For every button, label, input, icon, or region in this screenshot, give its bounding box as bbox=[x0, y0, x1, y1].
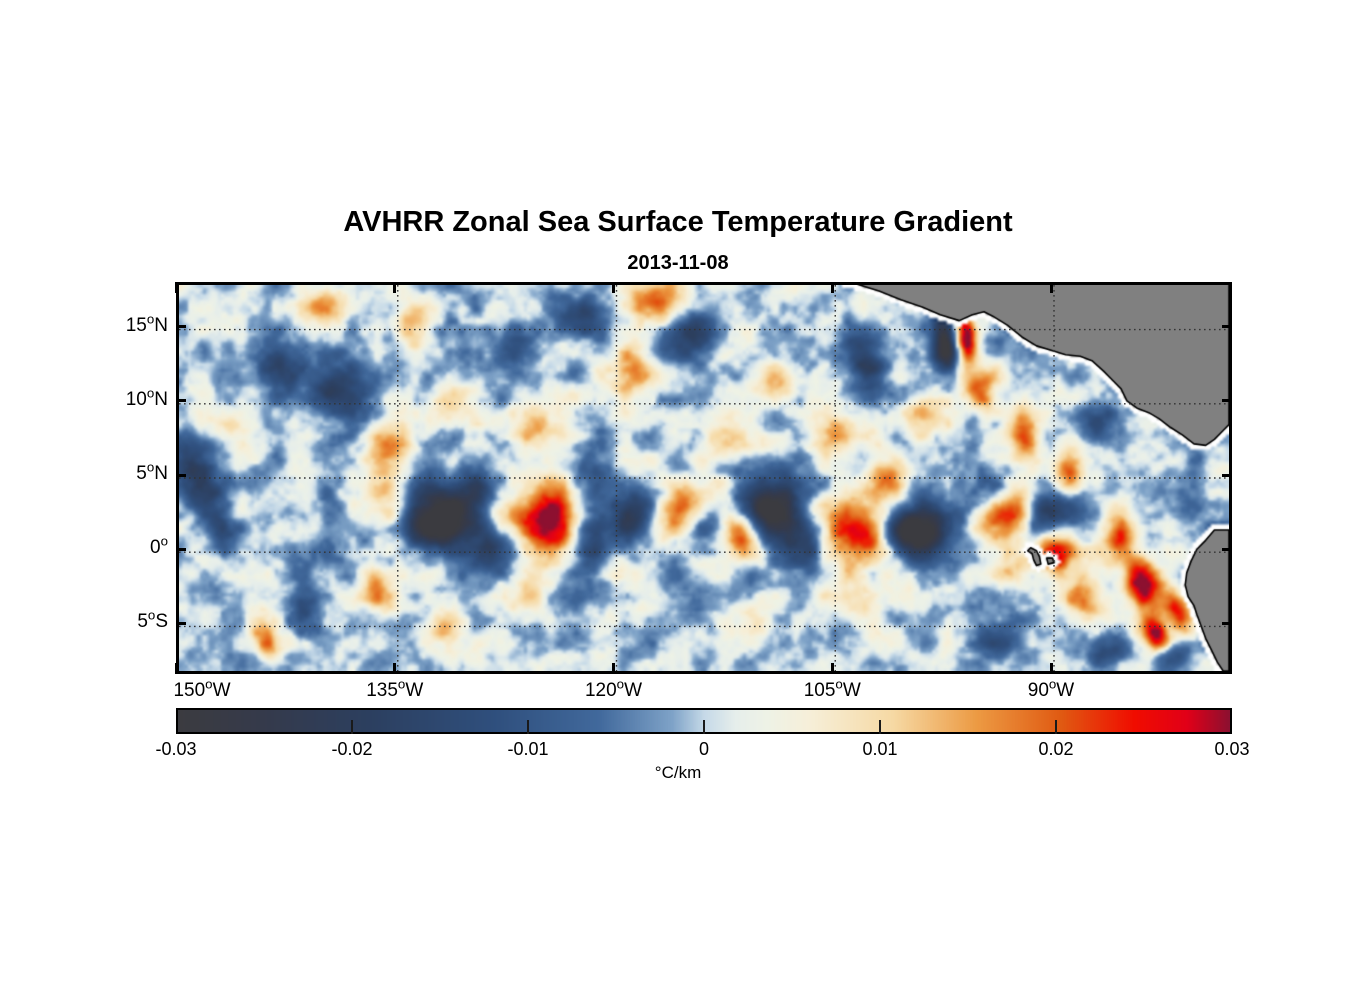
y-tick-right-3 bbox=[1222, 547, 1232, 551]
y-axis-label-4: 5oS bbox=[137, 608, 168, 633]
y-tick-1 bbox=[176, 399, 186, 403]
x-tick-4 bbox=[1049, 663, 1053, 674]
x-tick-top-2 bbox=[612, 282, 615, 293]
x-tick-top-4 bbox=[1049, 282, 1053, 293]
colorbar-label-5: 0.02 bbox=[1038, 739, 1074, 759]
y-tick-right-2 bbox=[1222, 473, 1232, 477]
colorbar-unit-label: °C/km bbox=[654, 763, 702, 782]
colorbar-label-6: 0.03 bbox=[1214, 739, 1250, 759]
y-tick-3 bbox=[176, 547, 186, 551]
x-axis-label-1: 135oW bbox=[366, 676, 424, 701]
y-tick-4 bbox=[176, 621, 186, 625]
colorbar-label-0: -0.03 bbox=[155, 739, 197, 759]
figure-subtitle-date: 2013-11-08 bbox=[627, 252, 729, 274]
x-axis-label-3: 105oW bbox=[803, 676, 861, 701]
colorbar-label-3: 0 bbox=[698, 739, 710, 759]
x-tick-top-0 bbox=[174, 282, 178, 293]
colorbar-tick-5 bbox=[1055, 720, 1057, 734]
y-axis-label-3: 0o bbox=[150, 533, 168, 559]
y-tick-right-0 bbox=[1222, 325, 1232, 329]
colorbar-tick-3 bbox=[703, 720, 705, 734]
page-title: AVHRR Zonal Sea Surface Temperature Grad… bbox=[343, 206, 1013, 238]
y-axis-label-0: 15oN bbox=[125, 311, 168, 336]
y-tick-2 bbox=[176, 473, 186, 477]
y-tick-0 bbox=[176, 325, 186, 329]
y-tick-right-1 bbox=[1222, 399, 1232, 403]
x-tick-top-1 bbox=[393, 282, 397, 293]
y-axis-label-1: 10oN bbox=[125, 385, 168, 410]
x-axis-label-4: 90oW bbox=[1027, 676, 1075, 701]
colorbar-tick-4 bbox=[879, 720, 881, 734]
y-axis-label-2: 5oN bbox=[136, 459, 168, 484]
x-axis-label-2: 120oW bbox=[584, 676, 643, 701]
y-tick-right-4 bbox=[1222, 621, 1232, 625]
x-tick-top-3 bbox=[830, 282, 834, 293]
colorbar-tick-1 bbox=[351, 720, 353, 734]
x-tick-0 bbox=[174, 663, 178, 674]
map-plot-area bbox=[176, 282, 1232, 674]
sst-gradient-heatmap bbox=[179, 285, 1229, 671]
x-tick-3 bbox=[830, 663, 834, 674]
colorbar-label-1: -0.02 bbox=[331, 739, 373, 759]
x-tick-2 bbox=[612, 663, 615, 674]
colorbar-tick-2 bbox=[527, 720, 529, 734]
colorbar-label-2: -0.01 bbox=[507, 739, 549, 759]
x-axis-label-0: 150oW bbox=[173, 676, 231, 701]
x-tick-1 bbox=[393, 663, 397, 674]
colorbar-label-4: 0.01 bbox=[862, 739, 898, 759]
